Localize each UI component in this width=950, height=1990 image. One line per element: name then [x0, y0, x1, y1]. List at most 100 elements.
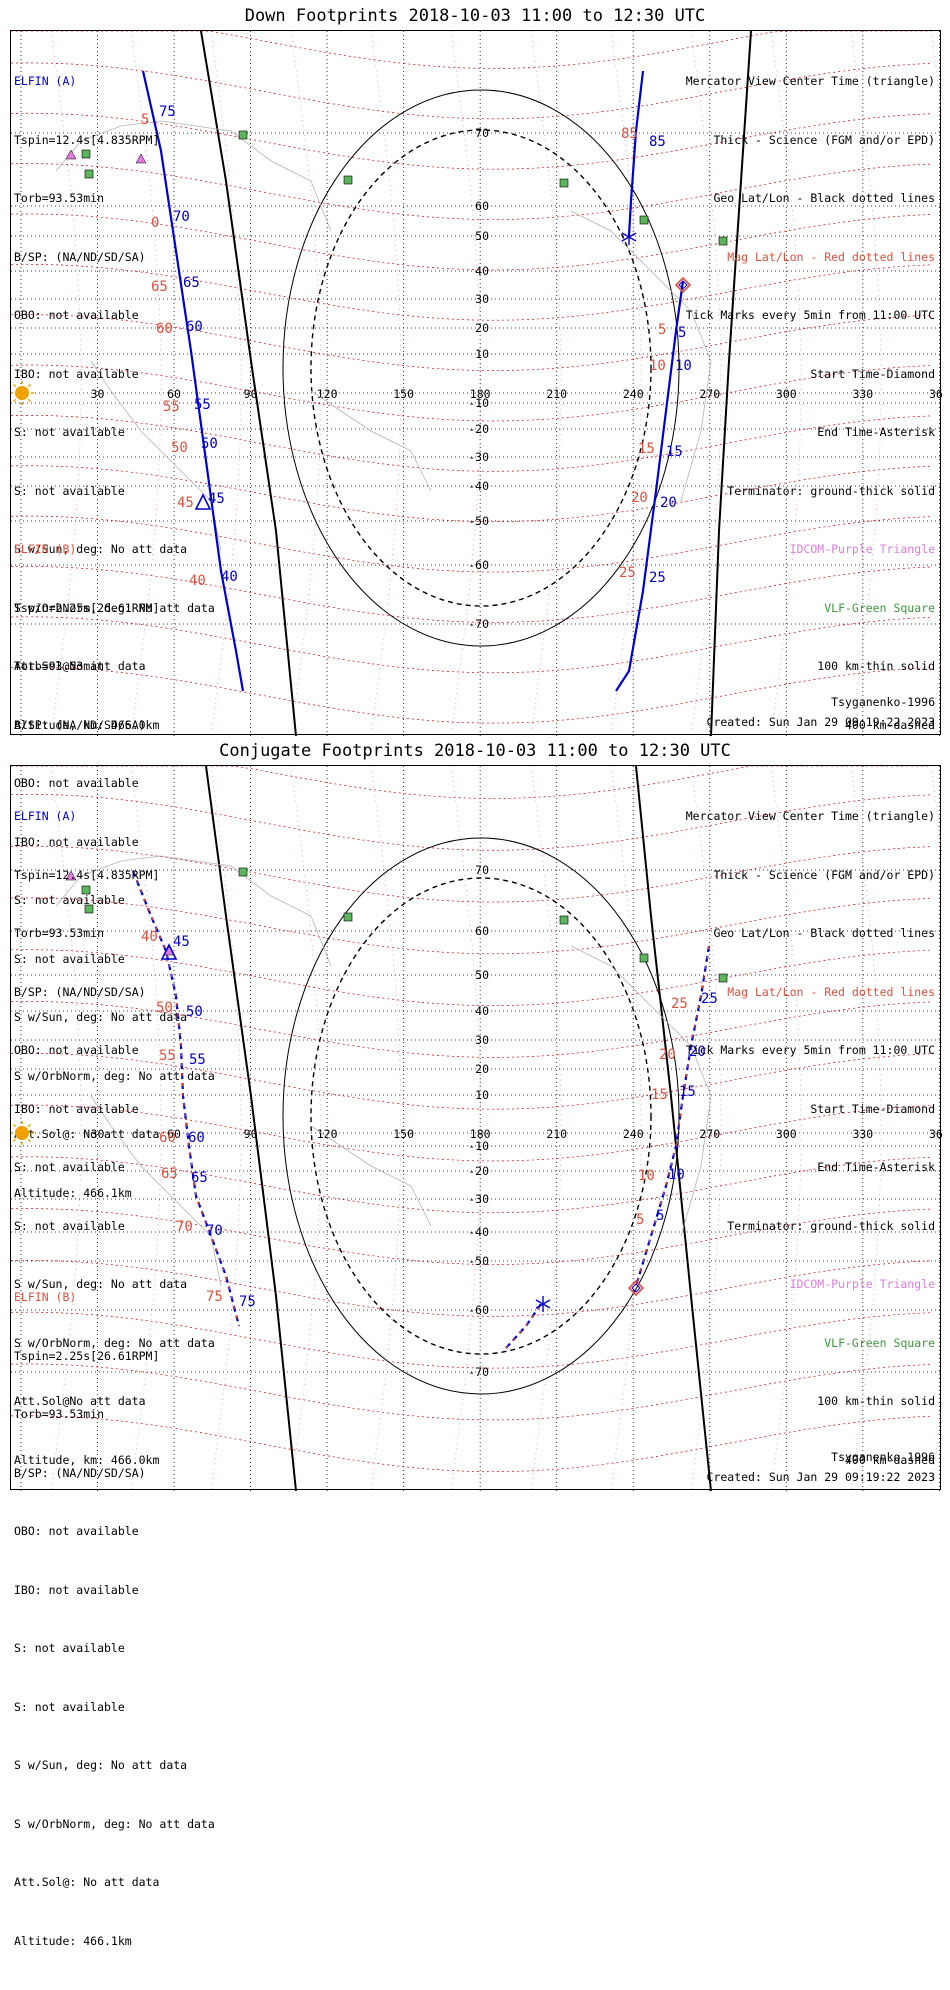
lon-tick-label: 210 — [546, 387, 567, 401]
sat-a-line: Tspin=12.4s[4.835RPM] — [14, 132, 160, 147]
track-b-tick-label: 75 — [206, 1289, 223, 1305]
mag-lon-line — [50, 31, 82, 732]
vlf-station-marker — [718, 973, 728, 983]
sat-b-line: S: not available — [14, 893, 125, 907]
track-b-tick-label: 45 — [177, 495, 194, 511]
legend-item: Mag Lat/Lon - Red dotted lines — [727, 249, 935, 264]
mag-lon-line — [530, 31, 562, 732]
lon-tick-label: 90 — [244, 1127, 258, 1141]
track-a-tick-label: 5 — [656, 1208, 664, 1224]
coastline — [310, 390, 432, 492]
track-a-tick-label: 45 — [173, 934, 190, 950]
footprint-400km-circle — [310, 877, 652, 1355]
lat-tick-label: -70 — [468, 1365, 489, 1379]
sat-a-line: S w/Sun, deg: No att data — [14, 542, 188, 556]
sat-a-line: S: not available — [14, 1218, 125, 1233]
track-a-tick-label: 85 — [649, 134, 666, 150]
legend-item: Mercator View Center Time (triangle) — [685, 74, 935, 88]
lat-tick-label: -30 — [468, 1192, 489, 1206]
track-b-tick-label: 70 — [176, 1219, 193, 1235]
lon-tick-label: 150 — [393, 387, 414, 401]
center-time-triangle — [160, 943, 178, 960]
track-a-tick-label: 50 — [186, 1004, 203, 1020]
sat-b-line: B/SP: (NA/ND/SD/SA) — [14, 1465, 146, 1480]
lat-tick-label: 40 — [475, 264, 489, 278]
sun-ray — [27, 383, 32, 388]
mag-lon-line — [690, 31, 722, 732]
lon-tick-label: 240 — [623, 387, 644, 401]
lat-tick-label: 40 — [475, 1004, 489, 1018]
lon-tick-label: 360 — [929, 1127, 942, 1141]
center-time-triangle — [194, 493, 212, 510]
sun-ray — [27, 1138, 32, 1143]
vlf-station-marker — [559, 915, 569, 925]
sat-b-line: S: not available — [14, 1641, 125, 1655]
track-a-tick-label: 10 — [675, 358, 692, 374]
start-time-diamond-inner — [678, 280, 688, 290]
terminator-left — [200, 31, 297, 736]
sun-ray — [12, 398, 17, 403]
track-b2 — [615, 280, 685, 692]
mag-lon-line — [210, 766, 242, 1491]
created-label: Created: Sun Jan 29 09:19:22 2023 — [706, 1470, 935, 1484]
mag-lon-line — [370, 31, 402, 732]
mag-lon-line — [850, 31, 882, 732]
lat-tick-label: -10 — [468, 396, 489, 410]
lon-tick-label: 180 — [470, 387, 491, 401]
sat-a-line: IBO: not available — [14, 1101, 139, 1116]
terminator-right — [635, 766, 712, 1491]
track-b-tick-label: 65 — [161, 1166, 178, 1182]
track-a-tick-label: 60 — [186, 319, 203, 335]
track-a-tick-label: 65 — [183, 275, 200, 291]
sat-a-line: Altitude, km: 466.0km — [14, 717, 160, 732]
track-a-tick-label: 15 — [679, 1084, 696, 1100]
vlf-station-marker — [559, 178, 569, 188]
sat-b-line: Altitude: 466.1km — [14, 1185, 132, 1200]
map-down: 0 30 60 90 120 150 180 210 240 270 300 330 360 70 60 50… — [11, 31, 942, 736]
track-a-tick-label: 25 — [649, 570, 666, 586]
panel-down: 0 30 60 90 120 150 180 210 240 270 300 330 360 70 60 50… — [10, 30, 942, 1200]
track-b-tick-label: 10 — [638, 1168, 655, 1184]
track-b-tick-label: 40 — [189, 573, 206, 589]
legend: Mercator View Center Time (triangle) Thi… — [686, 33, 935, 774]
sat-a-line: S: not available — [14, 425, 125, 439]
sun-ray — [27, 1123, 32, 1128]
lon-tick-label: 360 — [929, 387, 942, 401]
sat-b-line: S w/Sun, deg: No att data — [14, 1758, 188, 1772]
legend-item: End Time-Asterisk — [817, 1160, 935, 1174]
mag-lon-line — [770, 31, 802, 732]
track-b-tick-label: 25 — [671, 996, 688, 1012]
lon-tick-label: 60 — [167, 387, 181, 401]
track-b-tick-label: 55 — [159, 1048, 176, 1064]
sat-b-line: Torb=93.53min — [14, 1407, 105, 1421]
footprint-100km-circle — [282, 837, 680, 1395]
sat-b-line: Tspin=2.25s[26.61RPM] — [14, 1348, 160, 1363]
sat-a-line: S w/Sun, deg: No att data — [14, 1277, 188, 1291]
lat-tick-label: 30 — [475, 1033, 489, 1047]
legend-item: 100 km-thin solid — [817, 659, 935, 673]
track-b-tick-label: 0 — [151, 215, 159, 231]
track-a-tick-label: 25 — [701, 991, 718, 1007]
lat-tick-label: 70 — [475, 863, 489, 877]
track-a-tick-label: 15 — [666, 444, 683, 460]
lon-tick-label: 300 — [776, 387, 797, 401]
track-a-tick-label: 5 — [678, 325, 686, 341]
sat-b-line: Altitude: 466.1km — [14, 1933, 132, 1948]
track-a-tick-label: 75 — [239, 1294, 256, 1310]
lat-tick-label: 10 — [475, 1088, 489, 1102]
sat-a-line: OBO: not available — [14, 1043, 139, 1057]
sun-icon — [15, 1126, 29, 1140]
model-label: Tsyganenko-1996 — [831, 1450, 935, 1464]
track-b-tick-label: 10 — [649, 358, 666, 374]
lat-tick-label: -40 — [468, 479, 489, 493]
mag-lon-line — [450, 31, 482, 732]
legend-item: End Time-Asterisk — [817, 425, 935, 439]
sat-a-name: ELFIN (A) — [14, 809, 77, 823]
footprint-400km-circle — [310, 129, 652, 607]
terminator-right — [710, 31, 752, 736]
track-b-tick-label: 85 — [621, 126, 638, 142]
lon-tick-label: 30 — [91, 387, 105, 401]
sat-b-line: S: not available — [14, 1699, 125, 1714]
lon-tick-label: 210 — [546, 1127, 567, 1141]
track-a-tick-label: 50 — [201, 436, 218, 452]
